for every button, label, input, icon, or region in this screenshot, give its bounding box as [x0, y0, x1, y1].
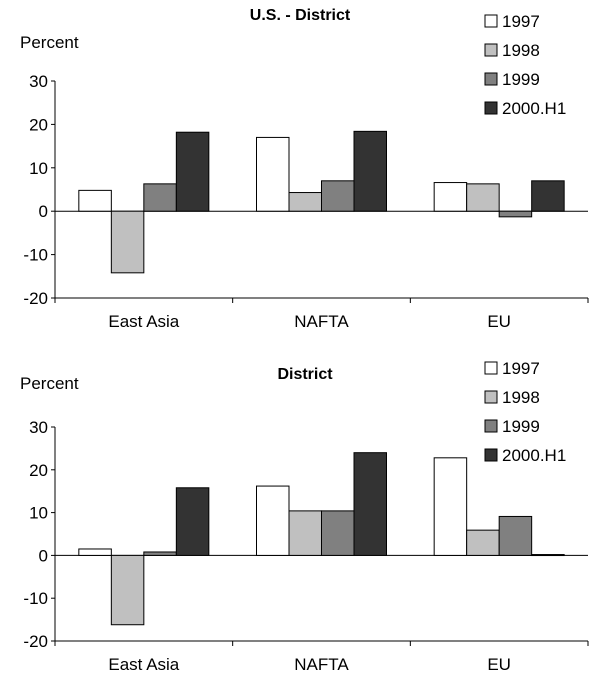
- x-tick-label: NAFTA: [294, 312, 349, 331]
- bar-1998-eu: [466, 183, 500, 212]
- legend-label: 2000.H1: [502, 446, 566, 465]
- y-tick-label: 0: [39, 202, 48, 221]
- legend-swatch: [484, 43, 498, 57]
- bar-1999-east-asia: [143, 551, 177, 556]
- legend-label: 1998: [502, 388, 540, 407]
- x-tick-label: EU: [487, 655, 511, 674]
- bar-1999-east-asia: [143, 183, 177, 212]
- legend-swatch: [484, 448, 498, 462]
- y-tick-label: 30: [29, 418, 48, 437]
- y-tick-label: 0: [39, 546, 48, 565]
- bar-1998-nafta: [288, 192, 322, 212]
- y-axis-label: Percent: [20, 374, 79, 393]
- bar-2000-H1-eu: [531, 180, 565, 212]
- chart-marks: 30 20 10 0 -10 -20 East Asia NAFTA EU 1997 1998 199…: [23, 12, 589, 331]
- x-tick-label: NAFTA: [294, 655, 349, 674]
- chart-us-district: U.S. - District Percent 30 20 10 0 -10 -20 Eas…: [20, 7, 589, 331]
- bar-1998-eu: [466, 529, 500, 556]
- y-tick-label: -20: [23, 289, 48, 308]
- y-tick-label: -20: [23, 632, 48, 651]
- y-tick-label: -10: [23, 589, 48, 608]
- bar-1997-nafta: [256, 485, 290, 556]
- bar-2000-H1-nafta: [353, 452, 387, 556]
- bar-1997-east-asia: [78, 189, 112, 212]
- legend-label: 1997: [502, 12, 540, 31]
- bar-1997-eu: [433, 182, 468, 212]
- bar-1997-nafta: [256, 136, 290, 212]
- legend-swatch: [484, 14, 498, 28]
- y-tick-label: 30: [29, 72, 48, 91]
- chart-title: District: [277, 366, 333, 383]
- x-tick-label: East Asia: [108, 312, 179, 331]
- legend-label: 2000.H1: [502, 99, 566, 118]
- bar-2000-H1-east-asia: [175, 487, 210, 556]
- y-tick-label: -10: [23, 246, 48, 265]
- bar-1999-nafta: [321, 510, 355, 556]
- legend-label: 1999: [502, 417, 540, 436]
- y-tick-label: 10: [29, 504, 48, 523]
- bar-1999-eu: [498, 515, 533, 556]
- legend-label: 1997: [502, 359, 540, 378]
- x-tick-label: EU: [487, 312, 511, 331]
- x-tick-label: East Asia: [108, 655, 179, 674]
- legend-swatch: [484, 361, 498, 375]
- y-tick-label: 20: [29, 115, 48, 134]
- bar-1998-east-asia: [110, 554, 145, 626]
- bar-1998-east-asia: [110, 210, 145, 274]
- legend-label: 1998: [502, 41, 540, 60]
- chart-district: District Percent 30 20 10 0 -10 -20 East Asia N…: [20, 359, 589, 674]
- chart-marks: 30 20 10 0 -10 -20 East Asia NAFTA EU 1997 1998 199…: [23, 359, 589, 674]
- chart-title: U.S. - District: [250, 7, 351, 24]
- bar-2000-H1-eu: [531, 554, 565, 557]
- bar-1997-eu: [433, 457, 468, 556]
- bar-1997-east-asia: [78, 548, 112, 556]
- y-axis-label: Percent: [20, 33, 79, 52]
- bar-2000-H1-nafta: [353, 130, 387, 212]
- legend-swatch: [484, 390, 498, 404]
- legend-label: 1999: [502, 70, 540, 89]
- legend-swatch: [484, 72, 498, 86]
- bar-1999-nafta: [321, 180, 355, 212]
- legend-swatch: [484, 419, 498, 433]
- bar-1999-eu: [498, 210, 533, 218]
- legend-swatch: [484, 101, 498, 115]
- bar-2000-H1-east-asia: [175, 131, 210, 212]
- y-tick-label: 10: [29, 159, 48, 178]
- bar-1998-nafta: [288, 510, 322, 556]
- y-tick-label: 20: [29, 461, 48, 480]
